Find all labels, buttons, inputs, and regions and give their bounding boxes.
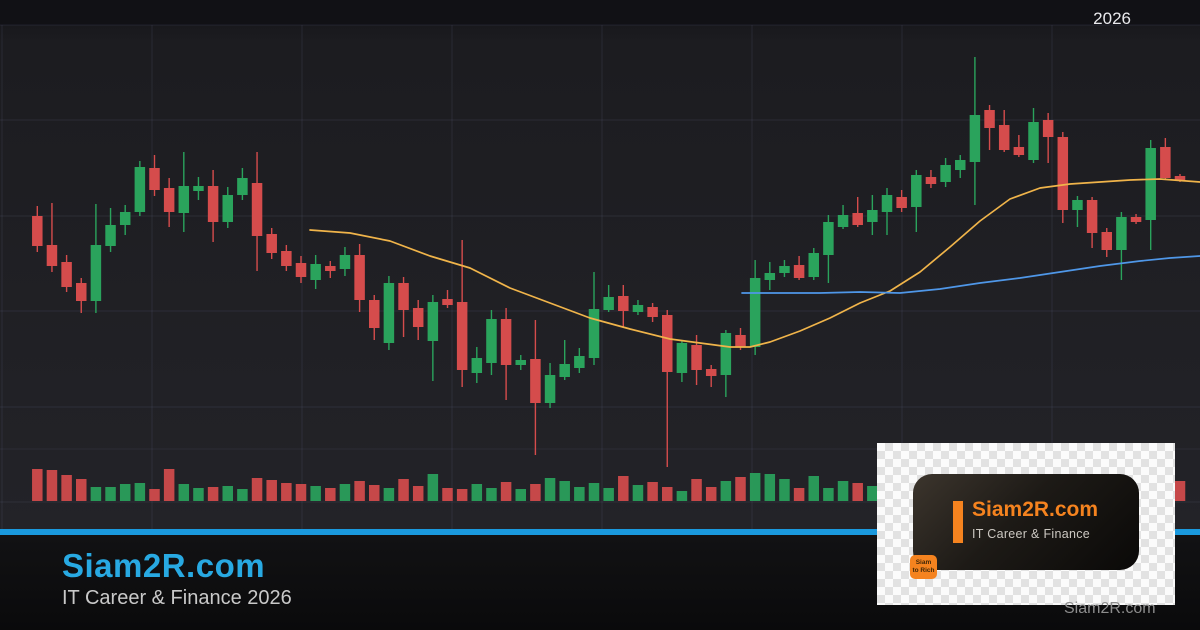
badge-line-2: to Rich xyxy=(912,567,935,574)
chart-top-band xyxy=(0,0,1200,25)
logo-tagline-text: IT Career & Finance xyxy=(972,527,1091,541)
logo-accent-bar xyxy=(953,501,963,543)
logo-transparency-panel: Siam2R.com IT Career & Finance Siam to R… xyxy=(877,443,1175,605)
watermark-text: Siam2R.com xyxy=(1064,600,1156,617)
logo-brand-text: Siam2R.com xyxy=(972,498,1099,521)
brand-title: Siam2R.com xyxy=(62,547,266,584)
badge-line-1: Siam xyxy=(915,559,932,567)
year-label: 2026 xyxy=(1093,9,1131,28)
logo-card: Siam2R.com IT Career & Finance xyxy=(913,474,1139,570)
blue-divider-line xyxy=(0,529,1200,535)
siam-to-rich-badge: Siam to Rich xyxy=(910,555,937,579)
candlestick-chart: 2026 xyxy=(0,0,1200,530)
brand-tagline: IT Career & Finance 2026 xyxy=(62,587,292,609)
